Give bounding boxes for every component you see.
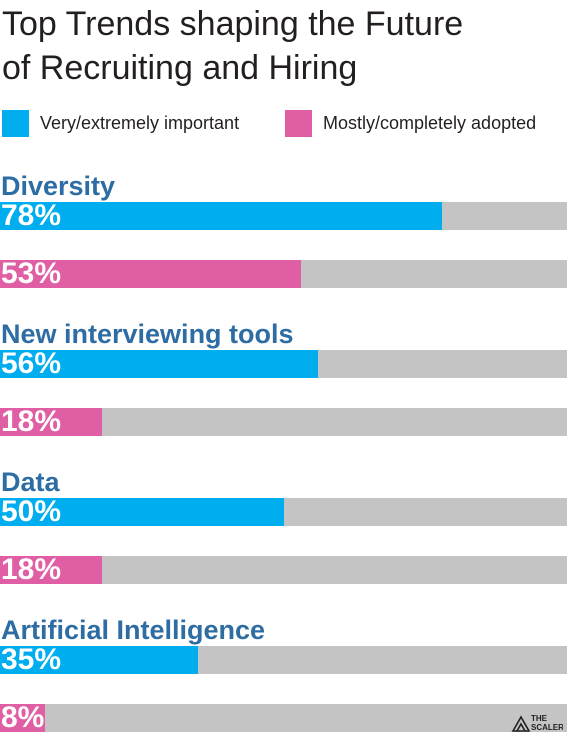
bar-diversity-important: [0, 202, 443, 230]
logo-text-line-1: THE: [531, 714, 548, 723]
bar-artificial-intelligence-important: [0, 646, 199, 674]
bar-value-label-artificial-intelligence-adopted: 8%: [1, 701, 45, 734]
bar-artificial-intelligence-adopted: [0, 704, 46, 732]
bar-diversity-adopted: [0, 260, 301, 288]
category-label-artificial-intelligence: Artificial Intelligence: [1, 615, 266, 645]
bar-track-artificial-intelligence-adopted: 8%: [0, 701, 567, 734]
bar-value-label-artificial-intelligence-important: 35%: [1, 643, 62, 676]
bar-new-interviewing-tools-important: [0, 350, 318, 378]
bar-track-artificial-intelligence-important: 35%: [0, 643, 567, 676]
category-label-diversity: Diversity: [1, 171, 116, 201]
the-scalers-logo: THE SCALERS: [511, 714, 563, 732]
category-label-new-interviewing-tools: New interviewing tools: [1, 319, 294, 349]
legend-swatch-important: [2, 109, 29, 137]
bar-value-label-data-adopted: 18%: [1, 553, 62, 586]
logo-text-line-2: SCALERS: [531, 723, 563, 732]
legend-item-important: Very/extremely important: [2, 108, 239, 138]
bar-track-new-interviewing-tools-adopted: 18%: [0, 405, 567, 438]
bar-track-data-important: 50%: [0, 495, 567, 528]
bar-value-label-new-interviewing-tools-adopted: 18%: [1, 405, 62, 438]
bar-new-interviewing-tools-adopted: [0, 408, 103, 436]
chart-title-line-2: of Recruiting and Hiring: [2, 49, 358, 87]
legend-item-adopted: Mostly/completely adopted: [285, 108, 536, 138]
bar-track-new-interviewing-tools-important: 56%: [0, 347, 567, 380]
chart-title: Top Trends shaping the Future of Recruit…: [2, 2, 562, 90]
bar-value-label-diversity-important: 78%: [1, 199, 62, 232]
category-label-data: Data: [1, 467, 60, 497]
chart-title-line-1: Top Trends shaping the Future: [2, 5, 464, 43]
bar-data-adopted: [0, 556, 103, 584]
legend-swatch-adopted: [285, 109, 312, 137]
bar-value-label-data-important: 50%: [1, 495, 62, 528]
bar-track-diversity-important: 78%: [0, 199, 567, 232]
bar-data-important: [0, 498, 284, 526]
bar-value-label-diversity-adopted: 53%: [1, 257, 62, 290]
legend-label-adopted: Mostly/completely adopted: [323, 112, 537, 133]
legend-label-important: Very/extremely important: [40, 112, 240, 133]
bar-track-data-adopted: 18%: [0, 553, 567, 586]
bar-track-diversity-adopted: 53%: [0, 257, 567, 290]
bar-value-label-new-interviewing-tools-important: 56%: [1, 347, 62, 380]
